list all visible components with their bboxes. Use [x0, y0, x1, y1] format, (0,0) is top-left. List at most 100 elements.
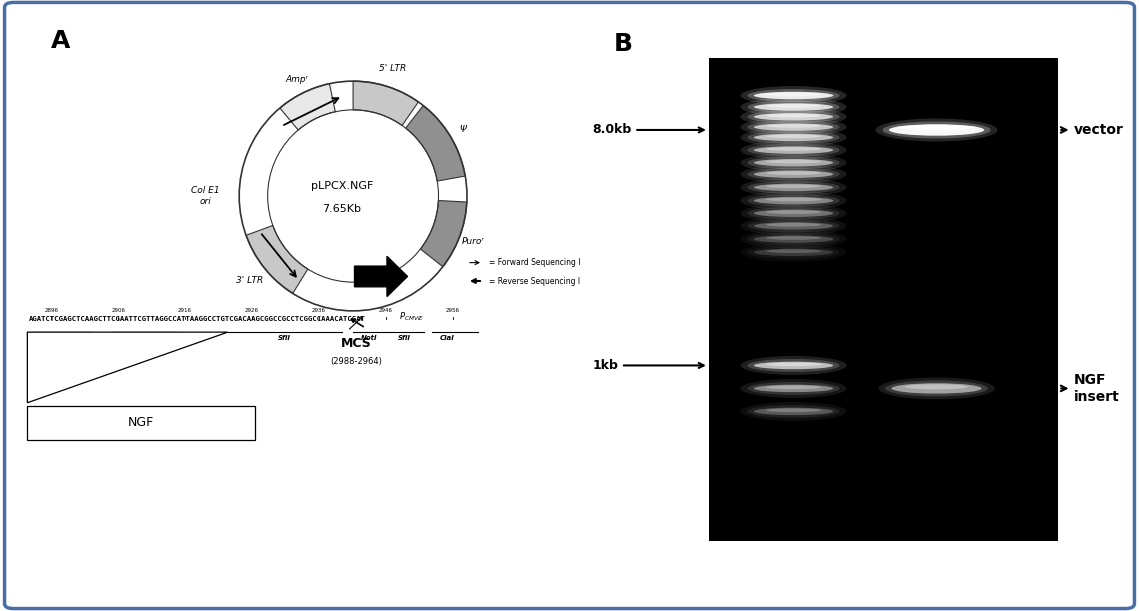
Text: vector: vector — [1060, 123, 1124, 137]
Ellipse shape — [883, 122, 991, 139]
Text: 5' LTR: 5' LTR — [379, 64, 407, 73]
Ellipse shape — [740, 108, 846, 126]
Ellipse shape — [740, 153, 846, 172]
Ellipse shape — [765, 171, 821, 175]
Ellipse shape — [740, 141, 846, 159]
Text: NGF: NGF — [128, 416, 155, 430]
Text: 2936: 2936 — [312, 307, 326, 313]
Ellipse shape — [765, 92, 821, 97]
Text: 2956: 2956 — [445, 307, 460, 313]
Ellipse shape — [740, 98, 846, 117]
Text: 1kb: 1kb — [592, 359, 704, 372]
Ellipse shape — [754, 408, 834, 415]
Ellipse shape — [765, 236, 821, 240]
Ellipse shape — [765, 147, 821, 151]
Ellipse shape — [740, 117, 846, 137]
Ellipse shape — [754, 134, 834, 141]
Text: 3' LTR: 3' LTR — [237, 276, 263, 285]
Ellipse shape — [754, 92, 834, 99]
Text: pLPCX.NGF: pLPCX.NGF — [311, 181, 372, 191]
Ellipse shape — [754, 159, 834, 166]
Ellipse shape — [740, 230, 846, 249]
Ellipse shape — [747, 89, 839, 102]
Text: NotI: NotI — [361, 335, 377, 341]
Ellipse shape — [765, 114, 821, 117]
Circle shape — [239, 81, 467, 311]
Text: NGF
insert: NGF insert — [1060, 373, 1120, 403]
Ellipse shape — [765, 210, 821, 214]
Text: 8.0kb: 8.0kb — [592, 123, 704, 136]
Ellipse shape — [754, 170, 834, 178]
Text: SfiI: SfiI — [278, 335, 292, 341]
Ellipse shape — [754, 113, 834, 120]
Text: 2926: 2926 — [245, 307, 259, 313]
Text: A: A — [51, 29, 71, 53]
Wedge shape — [420, 200, 467, 267]
Ellipse shape — [754, 210, 834, 217]
Ellipse shape — [747, 194, 839, 207]
Ellipse shape — [747, 131, 839, 144]
Ellipse shape — [740, 178, 846, 197]
Ellipse shape — [885, 381, 988, 397]
Ellipse shape — [754, 249, 834, 256]
Ellipse shape — [765, 185, 821, 188]
Ellipse shape — [747, 156, 839, 169]
Ellipse shape — [765, 159, 821, 164]
Ellipse shape — [747, 246, 839, 259]
Ellipse shape — [765, 124, 821, 128]
Ellipse shape — [765, 386, 821, 389]
Ellipse shape — [754, 197, 834, 204]
Ellipse shape — [740, 402, 846, 421]
Text: HindIII: HindIII — [107, 335, 132, 341]
Ellipse shape — [765, 362, 821, 366]
Ellipse shape — [747, 359, 839, 372]
Wedge shape — [246, 225, 308, 293]
Text: XhoI: XhoI — [64, 335, 82, 341]
Wedge shape — [405, 106, 465, 181]
Ellipse shape — [740, 379, 846, 398]
Ellipse shape — [740, 86, 846, 105]
Text: EcoRI: EcoRI — [151, 335, 173, 341]
Ellipse shape — [765, 197, 821, 202]
Ellipse shape — [740, 191, 846, 210]
Ellipse shape — [747, 144, 839, 156]
Ellipse shape — [747, 207, 839, 220]
Ellipse shape — [740, 203, 846, 223]
Ellipse shape — [896, 125, 976, 129]
Ellipse shape — [754, 103, 834, 111]
Text: 2906: 2906 — [112, 307, 125, 313]
Ellipse shape — [747, 100, 839, 114]
Text: $P_{CMV IE}$: $P_{CMV IE}$ — [399, 310, 425, 323]
Ellipse shape — [765, 249, 821, 253]
Bar — [708, 58, 1058, 541]
Ellipse shape — [754, 362, 834, 369]
Ellipse shape — [765, 408, 821, 412]
Ellipse shape — [740, 128, 846, 147]
Text: MCS: MCS — [341, 337, 371, 350]
Ellipse shape — [903, 125, 970, 131]
Ellipse shape — [747, 167, 839, 181]
Ellipse shape — [747, 110, 839, 123]
Text: Puroʳ: Puroʳ — [461, 237, 484, 246]
Ellipse shape — [765, 104, 821, 108]
Bar — [27, 406, 255, 440]
Ellipse shape — [747, 181, 839, 194]
Ellipse shape — [765, 134, 821, 138]
Ellipse shape — [747, 120, 839, 134]
Text: Col E1
ori: Col E1 ori — [190, 186, 220, 206]
Text: 2896: 2896 — [44, 307, 58, 313]
Text: (2988-2964): (2988-2964) — [330, 357, 382, 366]
Text: Ψ: Ψ — [459, 125, 467, 134]
Ellipse shape — [754, 123, 834, 131]
Text: B: B — [614, 32, 632, 56]
Ellipse shape — [740, 356, 846, 375]
Polygon shape — [27, 332, 228, 403]
Text: = Forward Sequencing I: = Forward Sequencing I — [489, 258, 580, 267]
Ellipse shape — [740, 243, 846, 262]
Ellipse shape — [888, 124, 984, 136]
Ellipse shape — [747, 233, 839, 246]
Ellipse shape — [747, 219, 839, 232]
Ellipse shape — [747, 405, 839, 418]
Text: BglII: BglII — [32, 335, 50, 341]
Ellipse shape — [754, 235, 834, 243]
